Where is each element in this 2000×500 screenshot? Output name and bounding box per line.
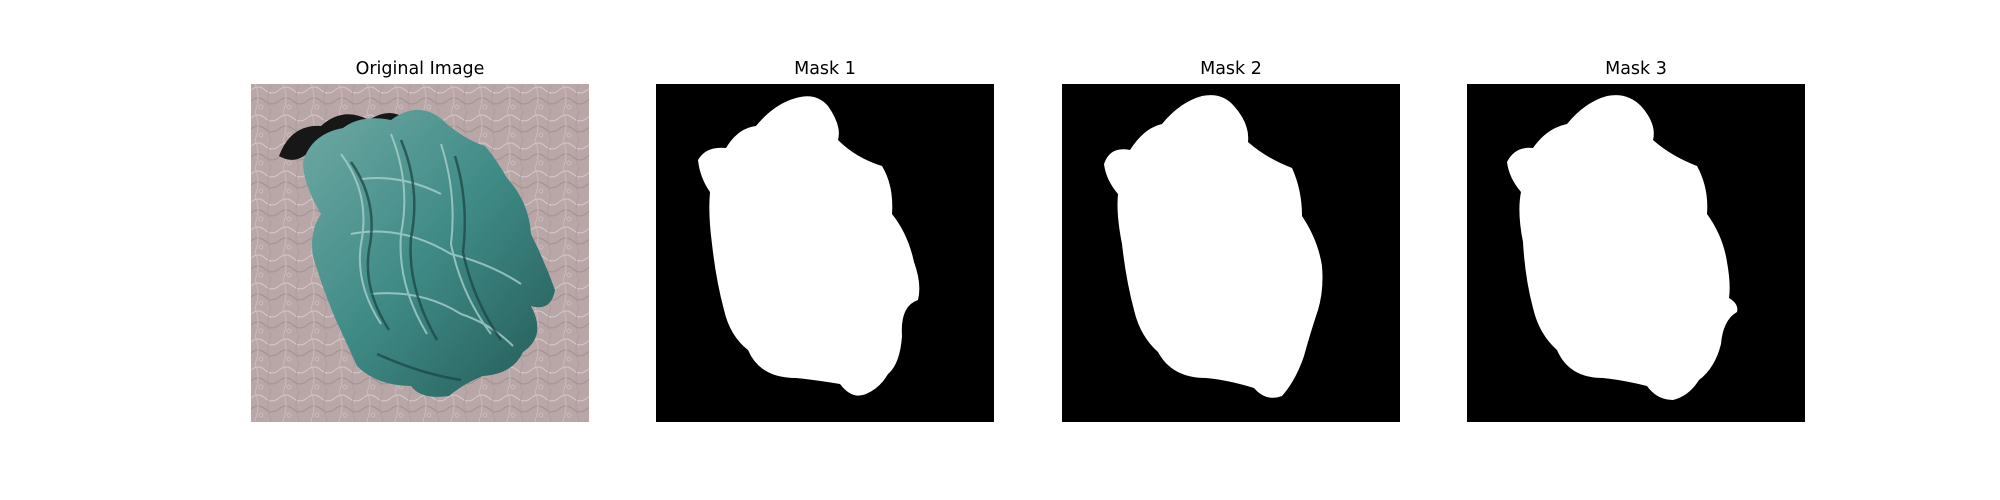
mask-1-image: [656, 84, 994, 422]
original-image-panel: Original Image: [251, 58, 589, 422]
valley-shadows: [349, 139, 503, 382]
mask-3-image: [1467, 84, 1805, 422]
mask-1-title: Mask 1: [794, 59, 856, 79]
mask-2-panel: Mask 2: [1062, 58, 1400, 422]
original-image-canvas: [251, 84, 589, 422]
mask-2-image: [1062, 84, 1400, 422]
mask-2-title: Mask 2: [1200, 59, 1262, 79]
original-image-title: Original Image: [355, 59, 485, 79]
original-image: [251, 84, 589, 422]
mask-3-canvas: [1467, 84, 1805, 422]
mask-1-canvas: [656, 84, 994, 422]
mask-1-panel: Mask 1: [656, 58, 994, 422]
mask-2-canvas: [1062, 84, 1400, 422]
mask-3-title: Mask 3: [1605, 59, 1667, 79]
mask-3-foreground: [1507, 95, 1738, 400]
mask-2-foreground: [1104, 95, 1323, 398]
mask-3-panel: Mask 3: [1467, 58, 1805, 422]
mask-1-foreground: [698, 96, 920, 396]
